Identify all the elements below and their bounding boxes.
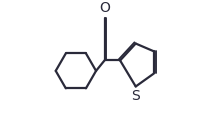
Text: O: O <box>99 1 110 15</box>
Text: S: S <box>131 89 140 103</box>
